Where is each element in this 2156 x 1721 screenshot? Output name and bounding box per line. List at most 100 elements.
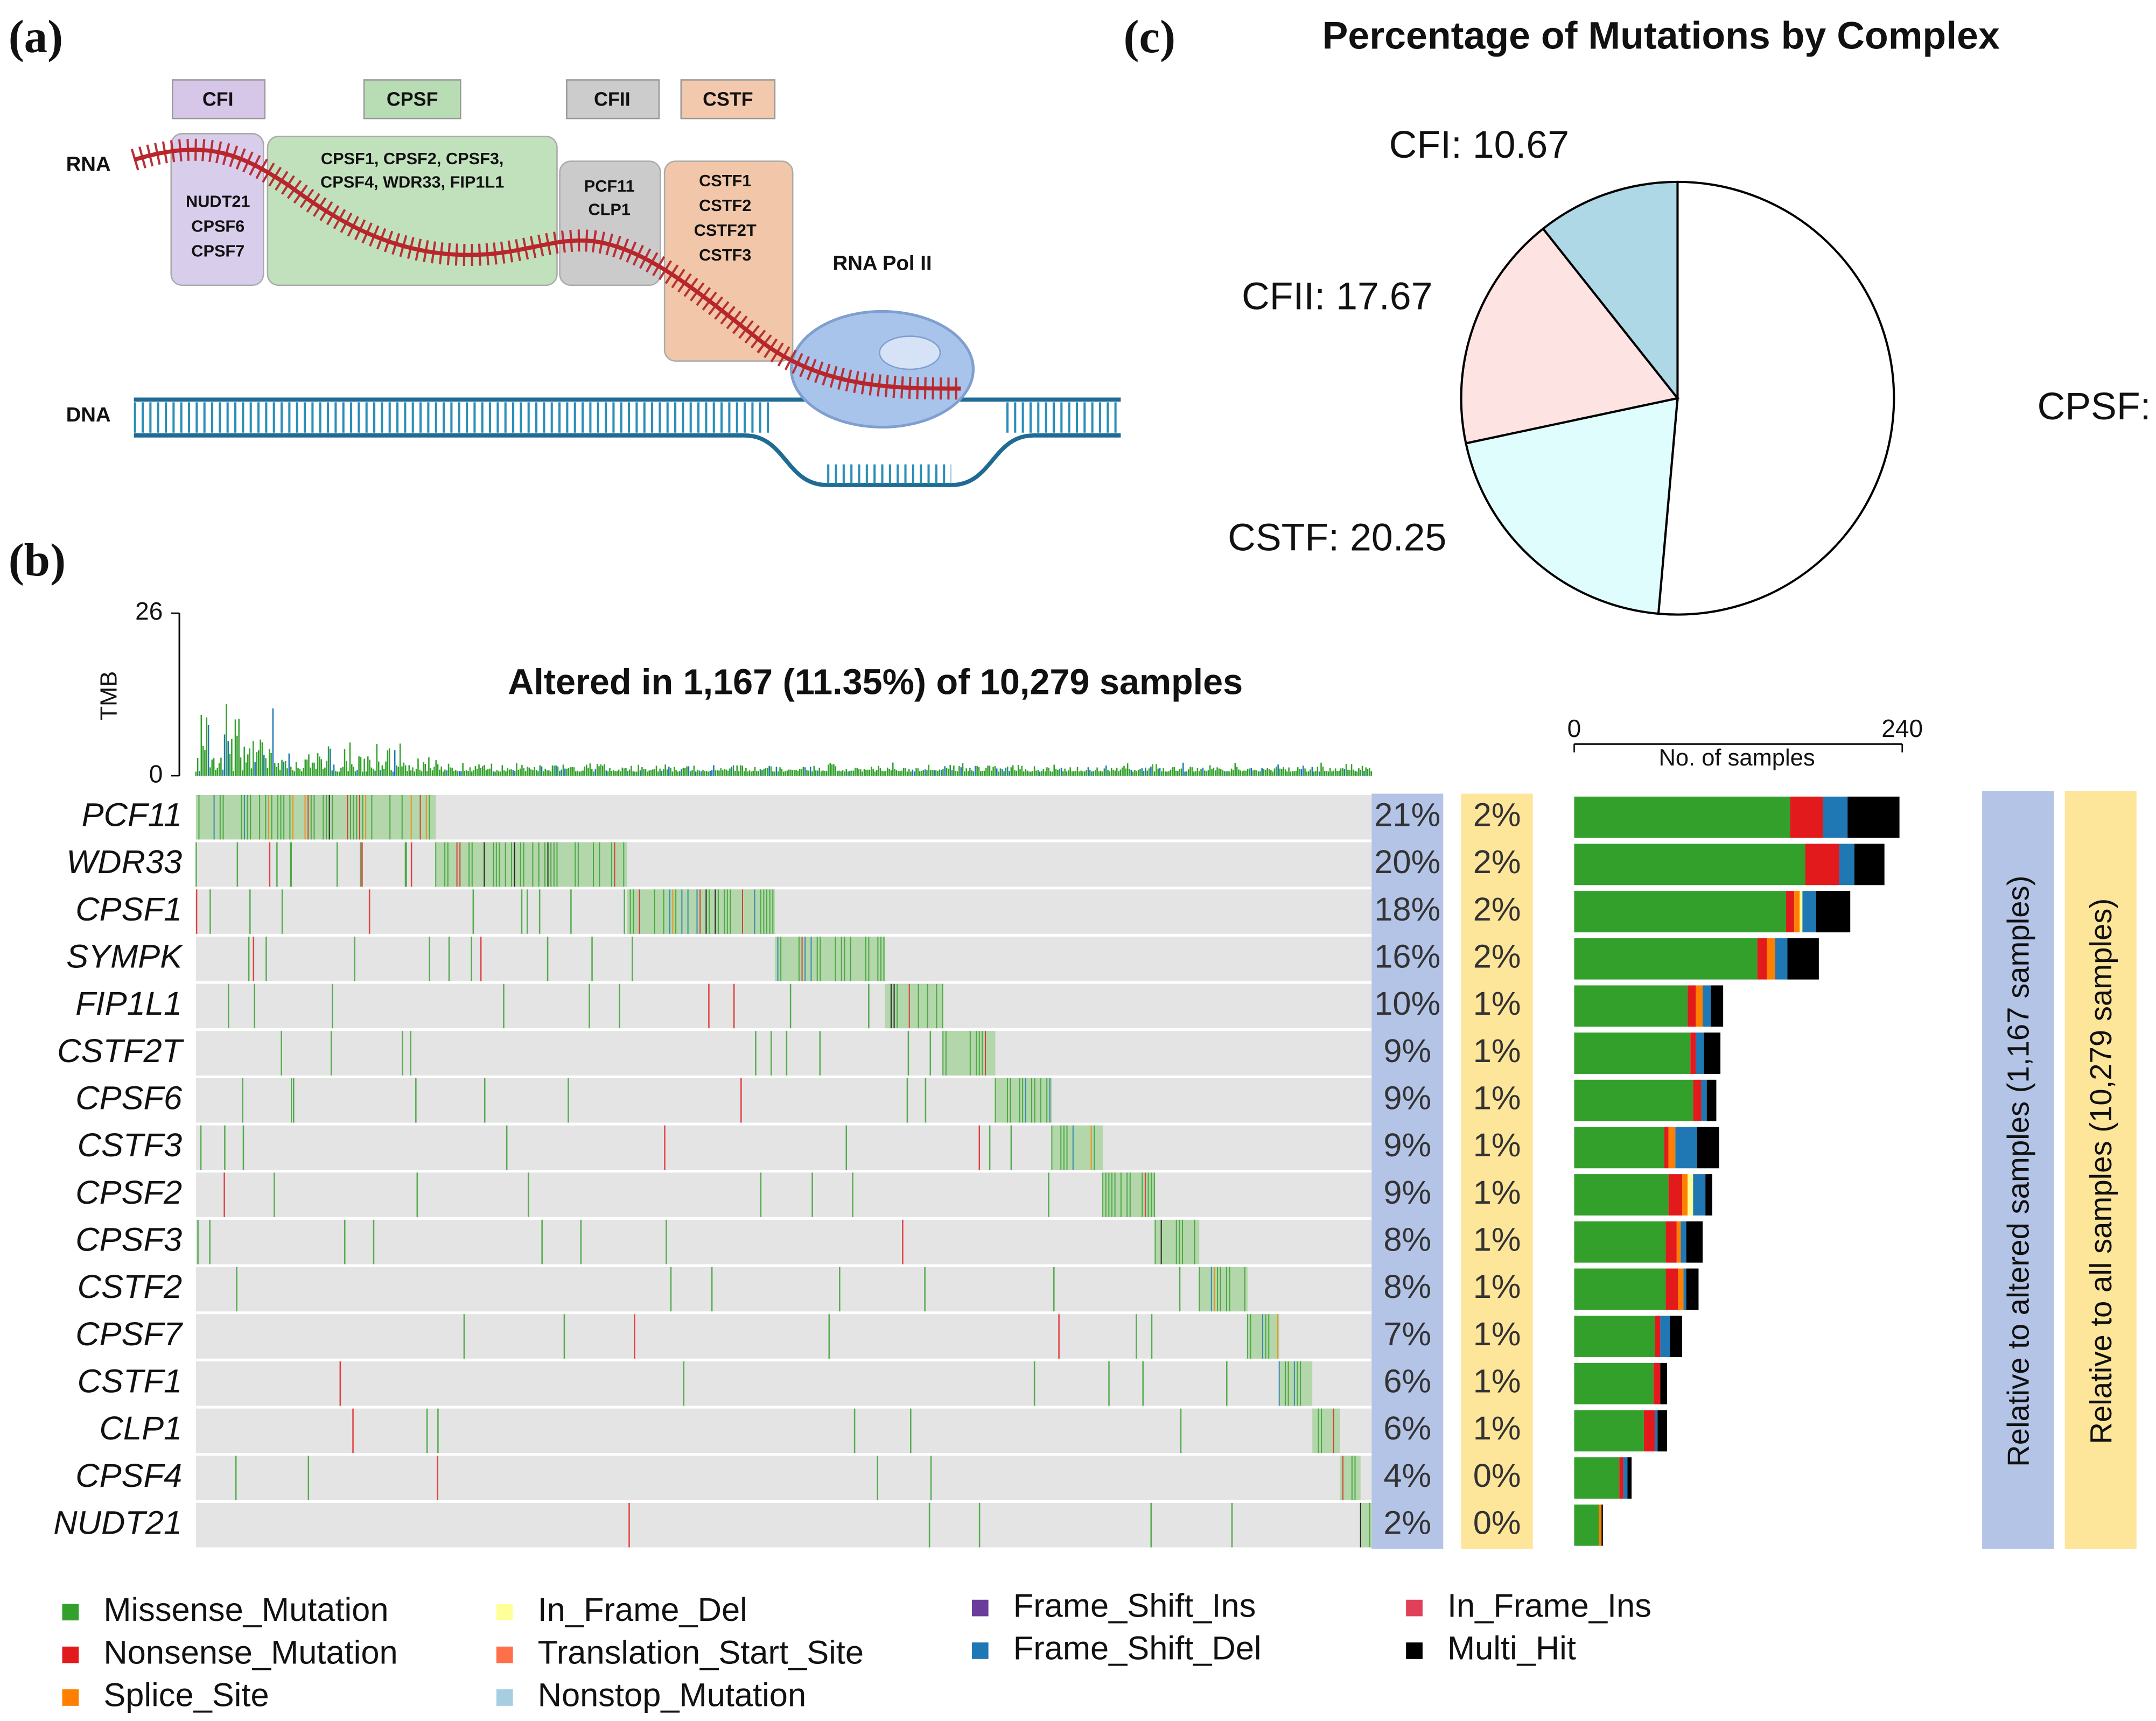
bar-segment [1574, 1221, 1666, 1263]
oncoplot-row [195, 1172, 1372, 1217]
complex-member: CSTF2T [694, 221, 757, 240]
rna-label: RNA [66, 152, 111, 175]
oncoplot-row [195, 1456, 1372, 1500]
bar-segment [1703, 985, 1711, 1027]
complex-member: PCF11 [584, 177, 635, 195]
legend-label: In_Frame_Del [538, 1591, 747, 1628]
legend-swatch [496, 1604, 513, 1621]
x-tick-label: 240 [1881, 714, 1923, 742]
caption-box [1982, 791, 2054, 1549]
gene-label: SYMPK [66, 938, 184, 975]
bar-segment [1655, 1410, 1658, 1452]
gene-label: FIP1L1 [75, 985, 182, 1022]
legend-label: Missense_Mutation [103, 1591, 388, 1628]
all-percent: 1% [1473, 1221, 1521, 1258]
bar-segment [1660, 1316, 1670, 1357]
all-percent: 2% [1473, 796, 1521, 833]
all-percent: 1% [1473, 1316, 1521, 1353]
pie-slice [1464, 397, 1679, 615]
bar-segment [1701, 1079, 1707, 1121]
all-column [1461, 793, 1533, 1549]
complex-name: CPSF [387, 88, 438, 110]
tmb-tick-label: 26 [135, 597, 163, 625]
gene-label: NUDT21 [53, 1504, 182, 1541]
bar-segment [1682, 1174, 1688, 1216]
bar-segment [1790, 796, 1823, 838]
oncoplot-block [995, 1078, 1052, 1123]
bar-segment [1800, 891, 1803, 932]
oncoplot-block [1052, 1125, 1103, 1170]
gene-label: CPSF6 [75, 1079, 183, 1116]
bar-segment [1787, 938, 1819, 980]
legend-swatch [496, 1646, 513, 1663]
bar-segment [1664, 1127, 1669, 1169]
bar-segment [1711, 985, 1724, 1027]
bar-segment [1574, 1127, 1665, 1169]
complex-member: CSTF3 [699, 245, 751, 264]
bar-segment [1574, 1410, 1644, 1452]
oncoplot-block [195, 795, 436, 840]
bar-segment [1681, 1221, 1686, 1263]
complex-member: CLP1 [588, 200, 630, 219]
altered-percent: 7% [1383, 1316, 1431, 1353]
bar-segment [1693, 1174, 1706, 1216]
oncoplot-row [195, 1408, 1372, 1453]
legend-label: Translation_Start_Site [538, 1634, 864, 1671]
altered-percent: 4% [1383, 1457, 1431, 1494]
bar-segment [1653, 1362, 1661, 1404]
oncoplot-row [195, 984, 1372, 1029]
tmb-label: TMB [96, 671, 122, 721]
gene-label: CPSF2 [75, 1174, 182, 1211]
pie-slice [1460, 227, 1680, 445]
all-percent: 1% [1473, 1079, 1521, 1116]
bar-segment [1690, 1032, 1696, 1074]
legend-swatch [1406, 1642, 1423, 1659]
oncoplot-row [195, 1267, 1372, 1312]
all-percent: 1% [1473, 1410, 1521, 1447]
complex-member: CSTF2 [699, 196, 751, 215]
panel-label: (c) [1123, 10, 1175, 62]
all-percent: 1% [1473, 1174, 1521, 1211]
gene-label: CPSF1 [75, 891, 182, 928]
bar-segment [1623, 1457, 1628, 1499]
altered-percent: 6% [1383, 1362, 1431, 1400]
altered-percent: 21% [1374, 796, 1440, 833]
bar-segment [1574, 1362, 1654, 1404]
bar-segment [1794, 891, 1800, 932]
legend-label: Multi_Hit [1447, 1630, 1576, 1667]
chart-title: Percentage of Mutations by Complex [1322, 15, 2000, 58]
complex-box [663, 160, 794, 362]
oncoplot-row [195, 842, 1372, 887]
bar-segment [1706, 1079, 1717, 1121]
bar-segment [1686, 1221, 1703, 1263]
legend-label: Nonsense_Mutation [103, 1634, 397, 1671]
legend-label: Nonstop_Mutation [538, 1677, 807, 1714]
bar-segment [1668, 1127, 1676, 1169]
bar-segment [1704, 1032, 1721, 1074]
gene-label: PCF11 [82, 796, 183, 833]
gene-label: WDR33 [66, 844, 182, 881]
oncoplot-row [195, 1502, 1372, 1548]
dna-label: DNA [66, 403, 111, 426]
bar-segment [1757, 938, 1767, 980]
complex-member: CPSF1, CPSF2, CPSF3, [321, 149, 504, 168]
bar-segment [1688, 1174, 1693, 1216]
altered-percent: 18% [1374, 891, 1440, 928]
polymerase-label: RNA Pol II [832, 252, 932, 275]
altered-percent: 10% [1374, 985, 1440, 1022]
oncoplot-block [1279, 1361, 1313, 1406]
legend-label: In_Frame_Ins [1447, 1587, 1651, 1624]
complex-member: CPSF4, WDR33, FIP1L1 [320, 173, 504, 192]
bar-segment [1574, 938, 1758, 980]
legend-swatch [1406, 1599, 1423, 1617]
oncoplot-block [627, 889, 775, 934]
complex-member: NUDT21 [186, 192, 250, 210]
bar-segment [1683, 1268, 1686, 1310]
slice-label: CPSF: 51.41 [2038, 385, 2156, 428]
bar-segment [1627, 1457, 1632, 1499]
dna-strand [134, 433, 1121, 487]
oncoplot-block [1103, 1172, 1156, 1217]
bar-segment [1802, 891, 1816, 932]
bar-segment [1686, 1268, 1699, 1310]
oncoplot-row [195, 1314, 1372, 1359]
